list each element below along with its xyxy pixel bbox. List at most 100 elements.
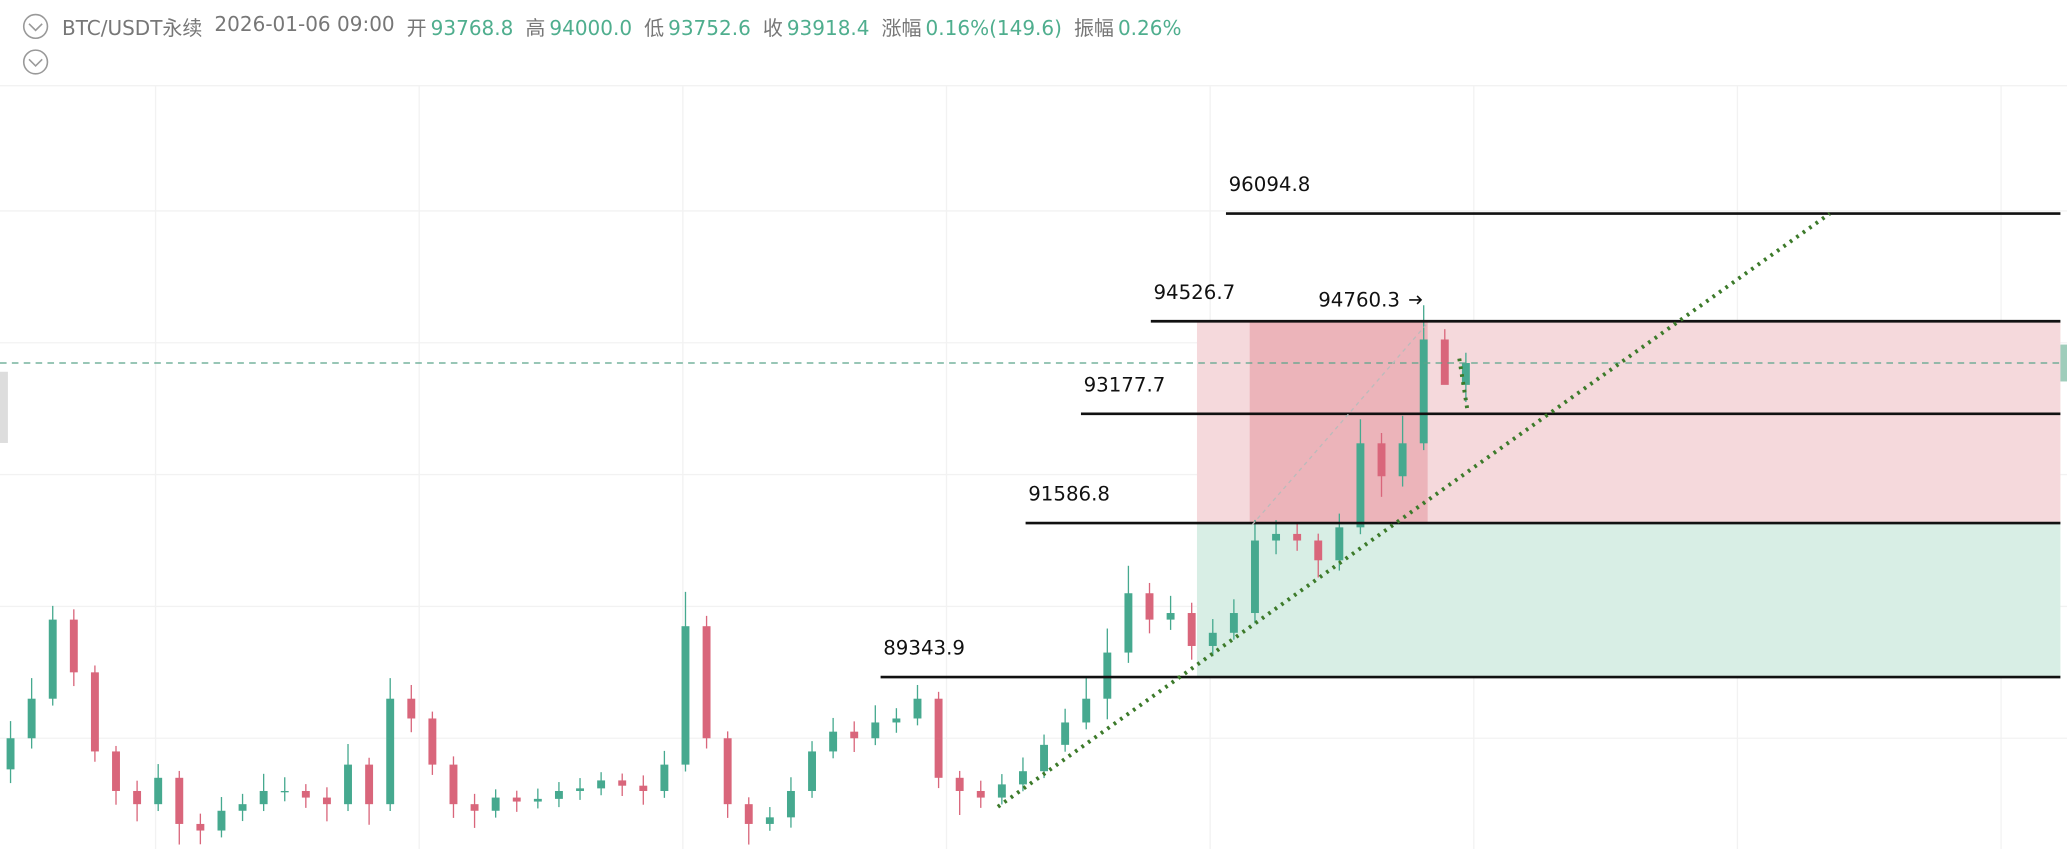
candle-body	[850, 731, 859, 739]
candle-body	[470, 804, 479, 811]
candle-body	[1314, 540, 1323, 561]
candle-body	[1293, 533, 1302, 541]
candle-body	[69, 619, 78, 673]
candle-body	[133, 790, 142, 805]
field-label: 收	[762, 16, 783, 40]
side-tab[interactable]	[0, 371, 8, 443]
candle-body	[597, 780, 606, 789]
level-label: 94526.7	[1153, 281, 1235, 304]
candle-body	[765, 817, 774, 824]
candle-body	[808, 751, 816, 791]
candle-body	[1018, 771, 1027, 785]
candle-body	[1356, 443, 1365, 528]
candle-body	[554, 790, 563, 799]
candle-body	[786, 790, 795, 818]
candle-body	[1251, 540, 1259, 614]
symbol: BTC/USDT永续	[62, 16, 203, 40]
candle-body	[1419, 339, 1428, 444]
candle-body	[365, 764, 374, 805]
candle-body	[829, 731, 838, 752]
candle-body	[154, 777, 163, 805]
projection-line	[1457, 358, 1470, 409]
profit-zone	[1196, 523, 2061, 678]
candle-body	[512, 797, 521, 802]
field-value: 94000.0	[549, 16, 633, 40]
candle-body	[1208, 632, 1217, 646]
candle-body	[1398, 443, 1407, 477]
candle-body	[576, 788, 584, 791]
candle-body	[280, 790, 289, 793]
candle-body	[1124, 593, 1133, 653]
candle-body	[175, 777, 184, 824]
candle-body	[259, 790, 268, 805]
header-field: 开 93768.8	[407, 12, 514, 41]
candle-body	[1166, 613, 1175, 620]
candle-body	[491, 797, 500, 811]
candle-body	[407, 698, 416, 719]
candle-body	[449, 764, 458, 805]
candle-body	[1040, 744, 1049, 772]
filled-zone	[1249, 321, 1428, 524]
candle-body	[892, 718, 901, 723]
candle-body	[955, 777, 964, 791]
header-field: 高 94000.0	[525, 12, 632, 41]
candle-body	[997, 784, 1006, 798]
candle-body	[1229, 613, 1238, 633]
candle-body	[618, 780, 627, 786]
candle-body	[1377, 443, 1386, 477]
field-label: 振幅	[1073, 16, 1114, 40]
candle-body	[871, 722, 880, 739]
candle-body	[533, 798, 542, 802]
candle-body	[1103, 652, 1112, 699]
candle-body	[90, 672, 99, 752]
last-price-marker	[2060, 344, 2067, 382]
level-label: 93177.7	[1084, 373, 1166, 396]
candle-body	[1440, 339, 1449, 385]
candle-body	[1082, 698, 1091, 723]
candle-body	[681, 626, 690, 765]
candle-body	[1145, 593, 1154, 620]
candle-body	[27, 698, 36, 739]
field-value: 0.16%(149.6)	[925, 16, 1062, 40]
field-label: 开	[406, 16, 427, 40]
candle-body	[1272, 533, 1281, 541]
candle-body	[196, 823, 205, 831]
candle-body	[6, 738, 15, 770]
high-arrow	[1409, 295, 1423, 305]
candle-body	[301, 790, 310, 798]
header-field: 振幅 0.26%	[1074, 12, 1182, 41]
candle-body	[660, 764, 669, 791]
candle-body	[1335, 527, 1344, 561]
candle-body	[386, 698, 395, 805]
candle-body	[1061, 722, 1070, 745]
candle-body	[934, 698, 943, 778]
level-label: 89343.9	[883, 637, 965, 660]
header-field: 低 93752.6	[644, 12, 751, 41]
candle-body	[639, 785, 648, 791]
high-label: 94760.3	[1318, 289, 1400, 312]
candle-body	[238, 804, 247, 811]
field-value: 0.26%	[1117, 16, 1182, 40]
candle-body	[1461, 363, 1470, 385]
field-value: 93752.6	[668, 16, 751, 40]
header-icons[interactable]	[22, 13, 49, 75]
candle-body	[1187, 613, 1196, 646]
field-value: 93918.4	[786, 16, 870, 40]
candle-body	[976, 790, 985, 798]
field-label: 高	[525, 16, 546, 40]
candle-body	[428, 718, 437, 765]
candle-body	[913, 698, 922, 719]
candle-body	[744, 804, 753, 824]
level-label: 91586.8	[1028, 483, 1110, 506]
header-field: 涨幅 0.16%(149.6)	[882, 12, 1062, 41]
candle-body	[723, 738, 732, 805]
field-value: 93768.8	[430, 16, 514, 40]
candle-body	[322, 797, 331, 805]
candle-body	[217, 810, 226, 831]
candle-body	[702, 626, 711, 739]
time: 2026-01-06 09:00	[214, 12, 395, 36]
field-label: 涨幅	[881, 16, 922, 40]
candle-body	[112, 751, 120, 791]
